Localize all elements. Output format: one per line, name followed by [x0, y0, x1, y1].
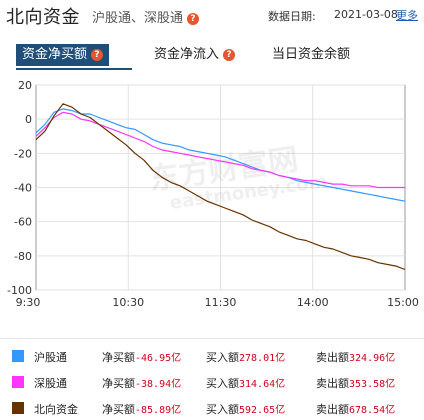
series-line-0	[35, 108, 406, 202]
buy-label: 买入额	[206, 403, 239, 416]
buy-value: 314.64亿	[239, 379, 286, 390]
subtitle: 沪股通、深股通?	[92, 7, 200, 26]
sell-value: 353.58亿	[349, 379, 396, 390]
legend-name: 北向资金	[34, 403, 78, 416]
legend-name: 沪股通	[34, 351, 67, 364]
y-tick-label: -40	[14, 182, 32, 195]
buy-value: 278.01亿	[239, 353, 286, 364]
sell-label: 卖出额	[316, 403, 349, 416]
x-tick-label: 10:30	[112, 296, 144, 309]
net-label: 净买额	[102, 377, 135, 390]
net-value: -38.94亿	[135, 379, 182, 390]
legend-buy: 买入额314.64亿	[206, 375, 285, 391]
x-tick-label: 9:30	[16, 296, 41, 309]
legend-row-sz: 深股通 净买额-38.94亿 买入额314.64亿 卖出额353.58亿	[0, 370, 424, 394]
buy-label: 买入额	[206, 351, 239, 364]
x-tick-label: 15:00	[387, 296, 419, 309]
legend-swatch	[12, 350, 24, 362]
y-tick-label: -60	[14, 216, 32, 229]
tab-net-inflow[interactable]: 资金净流入?	[154, 44, 236, 66]
y-tick-label: -80	[14, 250, 32, 263]
buy-value: 592.65亿	[239, 405, 286, 416]
page-title: 北向资金	[6, 7, 80, 28]
legend-name: 深股通	[34, 377, 67, 390]
net-value: -85.89亿	[135, 405, 182, 416]
more-link[interactable]: 更多	[396, 9, 418, 22]
sell-label: 卖出额	[316, 377, 349, 390]
legend-sell: 卖出额324.96亿	[316, 349, 395, 365]
legend-sell: 卖出额353.58亿	[316, 375, 395, 391]
legend-row-sh: 沪股通 净买额-46.95亿 买入额278.01亿 卖出额324.96亿	[0, 344, 424, 368]
legend-row-north: 北向资金 净买额-85.89亿 买入额592.65亿 卖出额678.54亿	[0, 396, 424, 420]
subtitle-text: 沪股通、深股通	[92, 11, 184, 26]
tab-underline	[16, 68, 132, 70]
legend-buy: 买入额278.01亿	[206, 349, 285, 365]
legend-net: 净买额-85.89亿	[102, 401, 181, 417]
net-label: 净买额	[102, 403, 135, 416]
line-chart: 东方财富网 eastmoney.com 200-20-40-60-80-1009…	[7, 79, 419, 309]
legend-buy: 买入额592.65亿	[206, 401, 285, 417]
date-label: 数据日期:	[268, 10, 316, 23]
legend-net: 净买额-38.94亿	[102, 375, 181, 391]
net-value: -46.95亿	[135, 353, 182, 364]
x-tick-label: 14:00	[297, 296, 329, 309]
sell-value: 324.96亿	[349, 353, 396, 364]
y-tick-label: 20	[18, 79, 32, 92]
y-tick-label: 0	[25, 113, 32, 126]
legend-divider	[0, 338, 424, 339]
series-line-2	[35, 103, 406, 271]
help-icon[interactable]: ?	[223, 49, 236, 61]
sell-label: 卖出额	[316, 351, 349, 364]
x-tick-label: 11:30	[205, 296, 237, 309]
tab-bar: 资金净买额? 资金净流入? 当日资金余额	[0, 44, 424, 68]
legend-swatch	[12, 402, 24, 414]
y-tick-label: -20	[14, 147, 32, 160]
legend-sell: 卖出额678.54亿	[316, 401, 395, 417]
legend-swatch	[12, 376, 24, 388]
y-tick-label: -100	[7, 284, 32, 297]
net-label: 净买额	[102, 351, 135, 364]
tab-net-buy[interactable]: 资金净买额?	[16, 44, 110, 66]
header: 北向资金 沪股通、深股通? 数据日期: 2021-03-08 更多	[0, 0, 424, 30]
help-icon[interactable]: ?	[91, 49, 104, 61]
help-icon[interactable]: ?	[187, 13, 200, 25]
chart-series	[35, 103, 406, 271]
sell-value: 678.54亿	[349, 405, 396, 416]
legend-net: 净买额-46.95亿	[102, 349, 181, 365]
tab-label: 资金净买额	[22, 47, 88, 62]
tab-label: 资金净流入	[154, 47, 220, 62]
tab-label: 当日资金余额	[272, 47, 351, 62]
buy-label: 买入额	[206, 377, 239, 390]
date-value: 2021-03-08	[334, 8, 398, 21]
tab-daily-balance[interactable]: 当日资金余额	[272, 44, 350, 66]
